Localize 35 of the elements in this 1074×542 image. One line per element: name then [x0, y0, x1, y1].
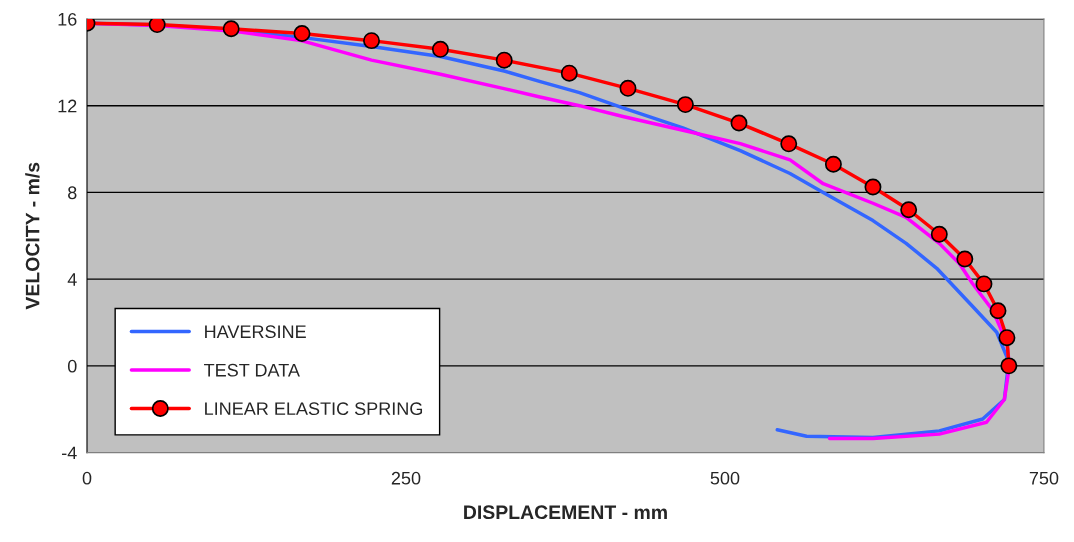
x-tick-label: 250: [391, 471, 421, 485]
point: [780, 135, 798, 153]
x-tick-label: 750: [1029, 471, 1059, 485]
point: [293, 25, 311, 42]
point: [998, 329, 1016, 347]
legend-label: TEST DATA: [204, 363, 300, 377]
point: [560, 64, 578, 82]
x-axis-title: DISPLACEMENT - mm: [464, 505, 667, 520]
y-tick-label: 8: [68, 186, 77, 200]
point: [222, 20, 240, 38]
point: [676, 96, 694, 114]
y-tick-label: 16: [58, 12, 77, 26]
point: [730, 114, 748, 132]
y-tick-label: 0: [67, 359, 77, 373]
point: [989, 302, 1007, 320]
point: [900, 201, 918, 219]
point: [619, 79, 637, 97]
point: [824, 155, 842, 173]
point: [1000, 357, 1018, 375]
y-tick-label: 4: [67, 273, 77, 286]
point: [148, 18, 166, 34]
point: [956, 250, 974, 268]
point: [975, 275, 993, 293]
point: [363, 32, 380, 50]
x-tick-label: 0: [82, 471, 92, 485]
y-tick-label: 12: [58, 99, 77, 113]
point: [495, 51, 513, 69]
x-tick-label: 500: [710, 471, 740, 485]
legend-label: LINEAR ELASTIC SPRING: [205, 402, 423, 416]
legend-label: HAVERSINE: [205, 325, 306, 339]
point: [930, 225, 948, 243]
y-axis-title: VELOCITY - m/s: [25, 162, 40, 310]
point: [431, 40, 449, 58]
point: [864, 178, 882, 196]
y-tick-label: -4: [62, 446, 77, 460]
